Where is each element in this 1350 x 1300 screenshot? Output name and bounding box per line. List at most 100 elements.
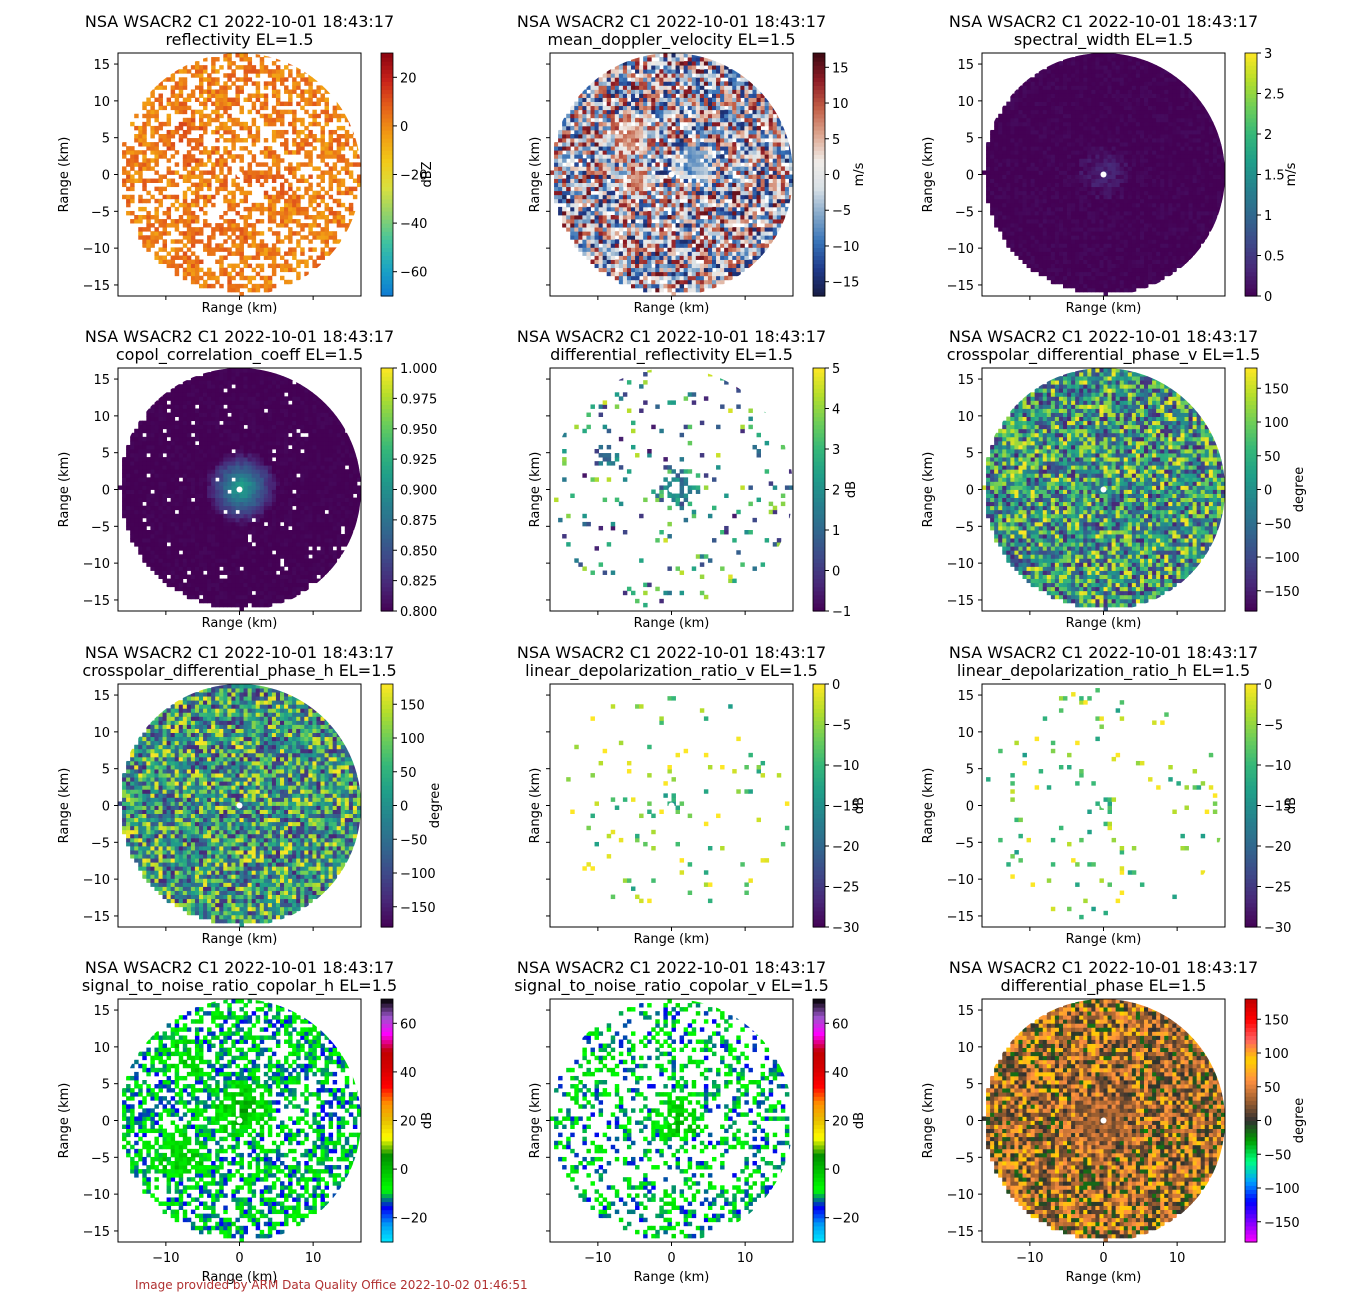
y-tick-label: −10 [83,557,110,572]
radar-field [550,999,793,1239]
colorbar-tick-label: 150 [1264,382,1289,397]
x-axis-label: Range (km) [1066,1270,1142,1285]
radar-center [236,802,243,809]
x-axis-label: Range (km) [1066,616,1142,631]
y-tick-label: 10 [93,1041,110,1056]
y-tick-label: −5 [955,1151,974,1166]
x-axis-label: Range (km) [634,1270,710,1285]
colorbar-tick-label: 20 [832,1115,849,1130]
y-tick-label: −5 [955,205,974,220]
colorbar-tick-label: 1 [832,524,840,539]
colorbar-tick-label: 1.000 [400,362,437,377]
radar-center [668,171,675,178]
y-tick-label: 10 [93,726,110,741]
panel-copol_correlation_coeff: NSA WSACR2 C1 2022-10-01 18:43:17copol_c… [57,327,437,631]
colorbar-tick-label: 20 [400,1115,417,1130]
colorbar-label: dBZ [420,161,435,187]
y-tick-label: 5 [966,763,974,778]
radar-center [668,1117,675,1124]
panel-title: NSA WSACR2 C1 2022-10-01 18:43:17 [85,12,394,31]
colorbar-tick-label: 0 [400,800,408,815]
colorbar-tick-label: 5 [832,362,840,377]
colorbar-tick-label: 0.5 [1264,250,1285,265]
y-tick-label: 15 [957,58,974,73]
y-tick-label: −15 [947,910,974,925]
y-tick-label: 0 [102,800,110,815]
y-tick-label: 10 [957,410,974,425]
radar-field [566,696,790,904]
y-axis-label: Range (km) [921,137,936,213]
radar-center [236,486,243,493]
colorbar-tick-label: 0 [400,1163,408,1178]
panel-reflectivity: NSA WSACR2 C1 2022-10-01 18:43:17reflect… [57,12,435,316]
colorbar-tick-label: 0 [1264,1115,1272,1130]
panel-subtitle: copol_correlation_coeff EL=1.5 [116,345,363,365]
y-tick-label: 5 [102,1078,110,1093]
x-tick-label: −10 [1016,1251,1043,1266]
colorbar-tick-label: −15 [832,800,859,815]
panel-subtitle: differential_phase EL=1.5 [1001,976,1207,996]
colorbar-label: degree [1292,467,1307,513]
colorbar-tick-label: 0 [1264,484,1272,499]
y-tick-label: 10 [957,95,974,110]
colorbar-tick-label: 40 [400,1066,417,1081]
radar-field [118,684,361,927]
y-tick-label: 5 [102,447,110,462]
colorbar-label: m/s [852,162,867,186]
radar-center [236,1117,243,1124]
colorbar-tick-label: −5 [1264,719,1283,734]
colorbar-tick-label: −10 [1264,759,1291,774]
radar-center [1100,802,1107,809]
y-tick-label: −5 [91,1151,110,1166]
panel-differential_phase: NSA WSACR2 C1 2022-10-01 18:43:17differe… [921,958,1307,1285]
panel-title: NSA WSACR2 C1 2022-10-01 18:43:17 [517,643,826,662]
colorbar-tick-label: −40 [400,217,427,232]
colorbar-label: dB [420,1112,435,1129]
colorbar: 15 10 5 0 −5 −10 −15 m/s [812,52,867,297]
y-tick-label: −15 [83,594,110,609]
radar-field [982,368,1225,611]
y-tick-label: 5 [966,447,974,462]
colorbar-tick-label: 0.975 [400,392,437,407]
y-tick-label: 5 [966,132,974,147]
y-tick-label: −15 [947,279,974,294]
y-tick-label: 10 [957,1041,974,1056]
colorbar-tick-label: −30 [832,921,859,936]
colorbar-tick-label: 100 [1264,1047,1289,1062]
colorbar-tick-label: 100 [1264,416,1289,431]
radar-field [122,999,361,1242]
x-axis-label: Range (km) [1066,932,1142,947]
panel-signal_to_noise_ratio_copolar_v: NSA WSACR2 C1 2022-10-01 18:43:17signal_… [514,958,867,1285]
y-axis-label: Range (km) [921,452,936,528]
colorbar-tick-label: 50 [400,766,417,781]
panel-title: NSA WSACR2 C1 2022-10-01 18:43:17 [949,958,1258,977]
x-axis-label: Range (km) [1066,301,1142,316]
colorbar-tick-label: 20 [400,71,417,86]
y-tick-label: 0 [966,800,974,815]
y-tick-label: −10 [83,1188,110,1203]
colorbar-tick-label: −100 [1264,551,1300,566]
colorbar: 150 100 50 0 −50 −100 −150 degree [1244,998,1307,1243]
y-tick-label: −15 [83,1225,110,1240]
colorbar-tick-label: 0 [400,120,408,135]
radar-center [1100,486,1107,493]
y-tick-label: 15 [957,1004,974,1019]
panel-title: NSA WSACR2 C1 2022-10-01 18:43:17 [949,12,1258,31]
panel-spectral_width: NSA WSACR2 C1 2022-10-01 18:43:17spectra… [921,12,1299,316]
colorbar-label: degree [1292,1098,1307,1144]
colorbar-tick-label: 0.875 [400,514,437,529]
colorbar-tick-label: 5 [832,133,840,148]
radar-center [1100,1117,1107,1124]
y-tick-label: −10 [83,242,110,257]
colorbar-tick-label: −150 [1264,1216,1300,1231]
colorbar-tick-label: 0.900 [400,484,437,499]
colorbar-tick-label: 15 [832,61,849,76]
y-tick-label: 15 [93,1004,110,1019]
y-tick-label: 10 [957,726,974,741]
colorbar-tick-label: −5 [832,719,851,734]
colorbar-tick-label: −20 [400,1212,427,1227]
colorbar-tick-label: −1 [832,605,851,620]
panel-subtitle: crosspolar_differential_phase_v EL=1.5 [947,345,1261,365]
colorbar-tick-label: 100 [400,732,425,747]
radar-field [118,368,361,611]
